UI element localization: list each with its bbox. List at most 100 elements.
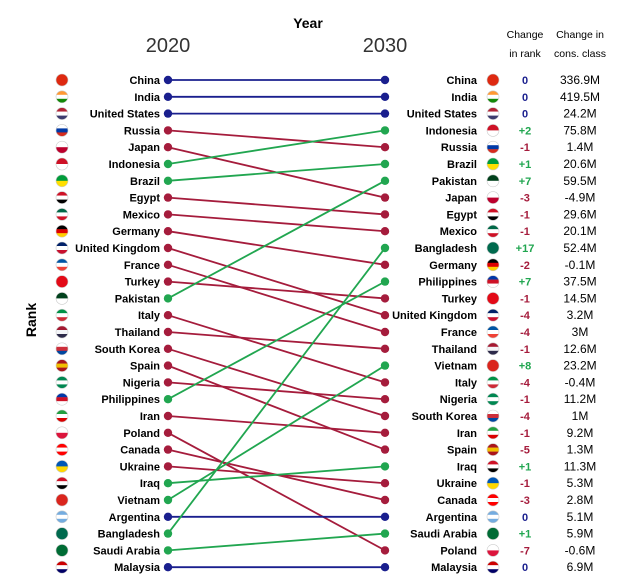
slope-lines <box>167 79 386 569</box>
dot-2030-philippines <box>380 277 390 286</box>
rank-change-ukraine: -1 <box>520 478 530 490</box>
country-labels: China India United States Russia Japan Indone… <box>75 75 478 574</box>
slope-line-poland <box>167 432 386 552</box>
left-flag-china-icon <box>56 74 68 86</box>
left-flag-outline <box>55 191 69 204</box>
right-flag-pakistan-icon <box>487 174 499 187</box>
dot-2030-south-korea <box>380 411 390 421</box>
right-flag-thailand-icon <box>487 342 499 355</box>
left-flag-outline <box>55 308 69 322</box>
left-flag-india-icon <box>56 90 68 103</box>
slope-line-iran <box>167 415 386 434</box>
right-flag-germany-icon <box>487 258 499 271</box>
slope-line-germany <box>167 230 386 266</box>
left-flag-outline <box>55 90 69 104</box>
right-flag-united-kingdom-icon <box>487 309 499 322</box>
right-flag-italy-icon <box>487 376 499 389</box>
left-label-vietnam: Vietnam <box>117 495 160 507</box>
cons-header-line1: Change in <box>556 29 604 41</box>
left-label-thailand: Thailand <box>115 327 160 339</box>
rank-change-south-korea: -4 <box>520 411 531 423</box>
right-label-bangladesh: Bangladesh <box>415 243 478 255</box>
dot-2030-turkey <box>380 294 390 303</box>
left-flag-indonesia-icon <box>56 158 68 170</box>
left-label-iraq: Iraq <box>140 478 160 490</box>
right-label-united-states: United States <box>407 109 477 121</box>
right-label-china: China <box>446 75 477 87</box>
left-label-italy: Italy <box>138 310 161 322</box>
dot-2020-united-kingdom <box>163 243 173 253</box>
left-flag-malaysia-icon <box>56 561 68 574</box>
right-flag-nigeria-icon <box>487 393 499 406</box>
change-header-line1: Change <box>507 29 544 41</box>
right-label-france: France <box>441 327 477 339</box>
cons-change-argentina: 5.1M <box>567 510 594 524</box>
right-flag-canada-icon <box>487 494 499 506</box>
cons-change-italy: -0.4M <box>565 375 596 389</box>
rank-change-poland: -7 <box>520 545 530 557</box>
cons-change-japan: -4.9M <box>565 191 596 205</box>
slope-line-indonesia <box>167 129 386 165</box>
rank-change-united-kingdom: -4 <box>520 310 531 322</box>
rank-change-pakistan: +7 <box>519 176 532 188</box>
dot-2020-brazil <box>163 176 173 185</box>
slope-line-saudi-arabia <box>167 532 386 552</box>
rank-change-spain: -5 <box>520 445 530 457</box>
left-label-india: India <box>134 92 161 104</box>
right-flag-turkey-icon <box>487 292 499 305</box>
slope-line-united-kingdom <box>167 247 386 317</box>
cons-change-vietnam: 23.2M <box>563 359 596 373</box>
dot-2020-malaysia <box>163 563 173 572</box>
left-flag-outline <box>55 275 69 288</box>
left-flag-south-korea-icon <box>56 342 68 355</box>
left-label-south-korea: South Korea <box>95 344 161 356</box>
rank-change-philippines: +7 <box>519 277 532 289</box>
dot-2030-united-states <box>380 109 390 118</box>
left-label-germany: Germany <box>112 226 161 238</box>
right-flag-outline <box>486 157 500 171</box>
left-flag-outline <box>55 258 69 272</box>
dot-2020-bangladesh <box>163 529 173 538</box>
dot-2030-india <box>380 92 390 102</box>
cons-change-iran: 9.2M <box>567 426 594 440</box>
left-flag-brazil-icon <box>56 174 68 187</box>
left-flag-outline <box>55 208 69 221</box>
right-label-argentina: Argentina <box>426 512 478 524</box>
left-label-bangladesh: Bangladesh <box>98 529 161 541</box>
right-flag-outline <box>486 493 500 507</box>
cons-change-ukraine: 5.3M <box>567 476 594 490</box>
left-flag-pakistan-icon <box>56 292 68 305</box>
cons-change-mexico: 20.1M <box>563 224 596 238</box>
dot-2030-spain <box>380 445 390 454</box>
right-flag-outline <box>486 107 500 120</box>
right-flag-outline <box>486 308 500 322</box>
right-label-germany: Germany <box>429 260 478 272</box>
cons-change-poland: -0.6M <box>565 543 596 557</box>
right-flag-outline <box>486 241 500 255</box>
dot-2030-brazil <box>380 159 390 169</box>
dot-2030-nigeria <box>380 395 390 404</box>
dot-2020-united-states <box>163 109 173 118</box>
cons-change-saudi-arabia: 5.9M <box>567 527 594 541</box>
dot-2020-spain <box>163 361 173 370</box>
right-flag-outline <box>486 342 500 356</box>
cons-change-pakistan: 59.5M <box>563 174 596 188</box>
left-flag-outline <box>55 107 69 120</box>
right-flag-outline <box>486 224 500 238</box>
left-label-egypt: Egypt <box>129 193 160 205</box>
cons-change-china: 336.9M <box>560 73 600 87</box>
right-label-malaysia: Malaysia <box>431 562 478 574</box>
right-flag-egypt-icon <box>487 208 499 221</box>
left-flag-outline <box>55 409 69 423</box>
right-flag-argentina-icon <box>487 510 499 523</box>
cons-change-canada: 2.8M <box>567 493 594 507</box>
rank-change-turkey: -1 <box>520 293 530 305</box>
dot-2020-south-korea <box>163 344 173 353</box>
rank-change-argentina: 0 <box>522 512 528 524</box>
left-flag-poland-icon <box>56 426 68 439</box>
cons-header-line2: cons. class <box>554 48 606 60</box>
left-flag-outline <box>55 510 69 524</box>
right-flag-bangladesh-icon <box>487 242 499 254</box>
right-flag-outline <box>486 460 500 473</box>
left-flag-philippines-icon <box>56 393 68 406</box>
